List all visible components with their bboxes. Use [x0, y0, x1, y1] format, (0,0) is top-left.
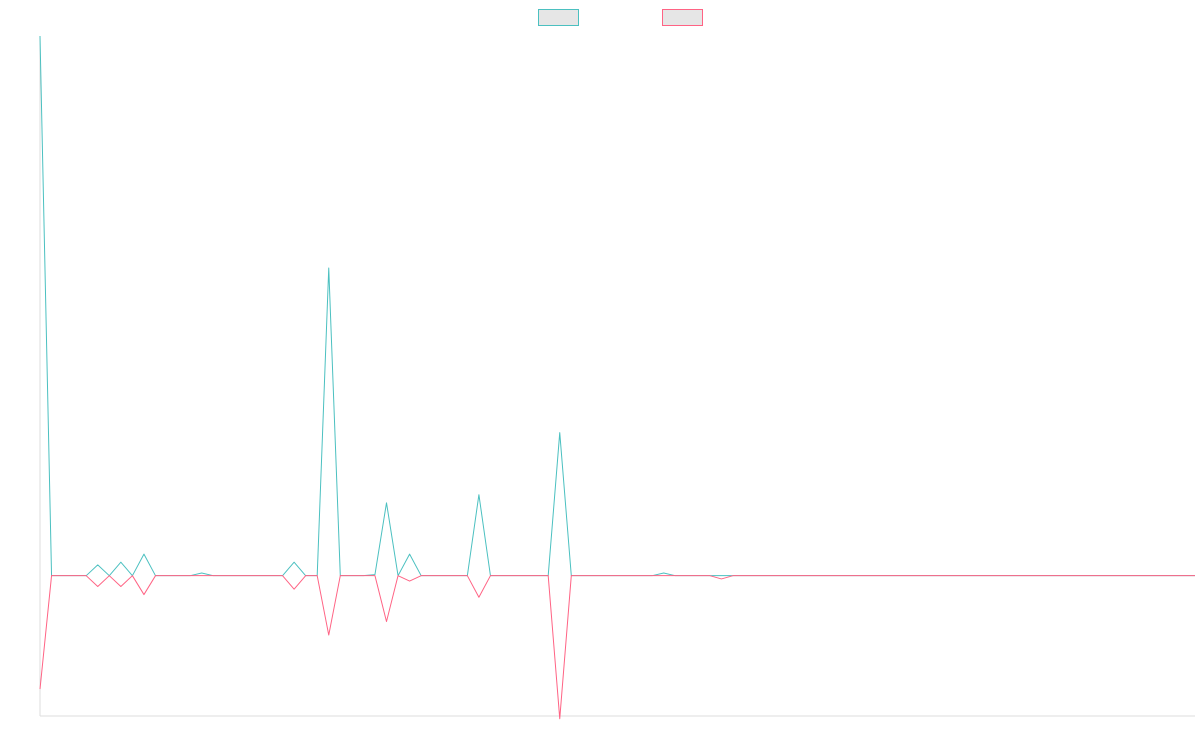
legend: [538, 9, 703, 26]
legend-swatch-2[interactable]: [662, 9, 703, 26]
series-layer: [39, 35, 1195, 720]
axes: [39, 36, 1195, 717]
legend-swatch-1[interactable]: [538, 9, 579, 26]
series-line-1: [39, 35, 1195, 577]
series-line-2: [39, 575, 1195, 720]
